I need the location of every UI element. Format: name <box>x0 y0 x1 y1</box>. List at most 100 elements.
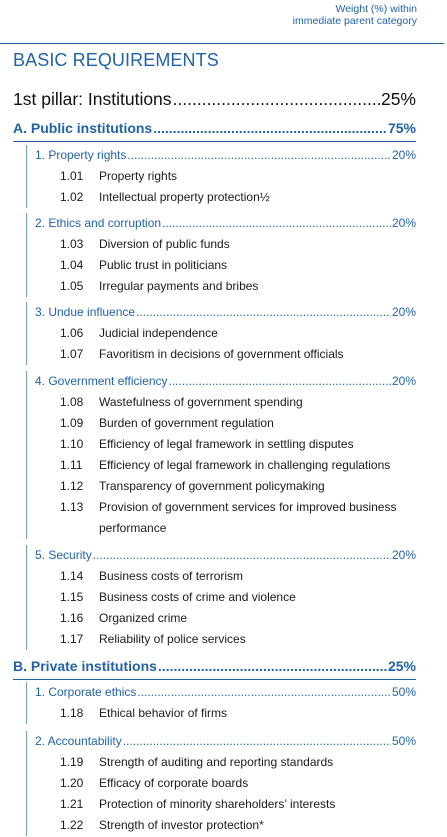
indicator-number: 1.04 <box>60 258 84 272</box>
indicator-number: 1.20 <box>60 776 84 790</box>
leader-dots <box>136 302 391 323</box>
indicator-label: Diversion of public funds <box>99 237 230 251</box>
indicator-row: 1.11 Efficiency of legal framework in cha… <box>27 455 416 476</box>
indicator-row: 1.22 Strength of investor protection* <box>27 815 416 836</box>
indicator-number: 1.10 <box>60 437 84 451</box>
subsection-ethics-corruption: 2. Ethics and corruption 20% 1.03 Diversi… <box>26 213 416 297</box>
indicator-label: Provision of government services for imp… <box>99 500 397 535</box>
subsection-label: 2. Ethics and corruption <box>35 216 162 230</box>
indicator-row: 1.07 Favoritism in decisions of governmen… <box>27 344 416 365</box>
page-title: BASIC REQUIREMENTS <box>13 50 219 70</box>
indicator-row: 1.16 Organized crime <box>27 608 416 629</box>
indicator-number: 1.21 <box>60 797 84 811</box>
indicator-number: 1.05 <box>60 279 84 293</box>
weight-header-line-2: immediate parent category <box>292 15 417 27</box>
indicator-label: Strength of auditing and reporting stand… <box>99 755 334 769</box>
indicator-row: 1.14 Business costs of terrorism <box>27 566 416 587</box>
pillar-label: 1st pillar: Institutions <box>13 89 172 109</box>
leader-dots <box>162 213 391 234</box>
indicator-row: 1.20 Efficacy of corporate boards <box>27 773 416 794</box>
leader-dots <box>127 145 391 166</box>
indicator-number: 1.11 <box>60 458 83 472</box>
indicator-row: 1.05 Irregular payments and bribes <box>27 276 416 297</box>
indicator-number: 1.17 <box>60 632 84 646</box>
indicator-number: 1.02 <box>60 190 84 204</box>
leader-dots <box>93 545 391 566</box>
pillar-weight: 25% <box>380 89 416 109</box>
indicator-label: Business costs of crime and violence <box>99 590 296 604</box>
subsection-heading: 3. Undue influence 20% <box>27 302 416 323</box>
indicator-label: Protection of minority shareholders’ int… <box>99 797 336 811</box>
indicator-row: 1.13 Provision of government services for… <box>27 497 416 539</box>
subsection-accountability: 2. Accountability 50% 1.19 Strength of au… <box>26 731 416 836</box>
indicator-label: Intellectual property protection½ <box>99 190 270 204</box>
indicator-row: 1.03 Diversion of public funds <box>27 234 416 255</box>
indicator-row: 1.15 Business costs of crime and violence <box>27 587 416 608</box>
section-heading-private: B. Private institutions 25% <box>13 658 416 674</box>
indicator-number: 1.09 <box>60 416 84 430</box>
subsection-heading: 2. Accountability 50% <box>27 731 416 752</box>
indicator-number: 1.01 <box>60 169 84 183</box>
indicator-number: 1.15 <box>60 590 84 604</box>
section-label: B. Private institutions <box>13 658 157 674</box>
header-divider <box>0 43 444 44</box>
indicator-row: 1.12 Transparency of government policymak… <box>27 476 416 497</box>
weight-header-line-1: Weight (%) within <box>335 3 418 15</box>
indicator-row: 1.08 Wastefulness of government spending <box>27 392 416 413</box>
subsection-label: 4. Government efficiency <box>35 374 168 388</box>
subsection-label: 5. Security <box>35 548 92 562</box>
indicator-label: Judicial independence <box>99 326 218 340</box>
indicator-label: Strength of investor protection* <box>99 818 264 832</box>
subsection-label: 2. Accountability <box>35 734 122 748</box>
indicator-label: Organized crime <box>99 611 188 625</box>
subsection-security: 5. Security 20% 1.14 Business costs of te… <box>26 545 416 650</box>
section-divider <box>13 141 416 142</box>
weight-column-header: Weight (%) within immediate parent categ… <box>293 3 417 27</box>
indicator-number: 1.08 <box>60 395 84 409</box>
indicator-number: 1.22 <box>60 818 84 832</box>
subsection-heading: 2. Ethics and corruption 20% <box>27 213 416 234</box>
indicator-label: Transparency of government policymaking <box>99 479 325 493</box>
indicator-number: 1.13 <box>60 500 84 514</box>
indicator-number: 1.07 <box>60 347 84 361</box>
subsection-weight: 20% <box>391 305 416 319</box>
leader-dots <box>153 120 387 136</box>
subsection-weight: 50% <box>391 685 416 699</box>
indicator-row: 1.01 Property rights <box>27 166 416 187</box>
section-weight: 25% <box>387 658 416 674</box>
indicator-label: Favoritism in decisions of government of… <box>99 347 344 361</box>
indicator-row: 1.06 Judicial independence <box>27 323 416 344</box>
indicator-number: 1.14 <box>60 569 84 583</box>
indicator-label: Burden of government regulation <box>99 416 274 430</box>
indicator-number: 1.03 <box>60 237 84 251</box>
leader-dots <box>137 682 391 703</box>
indicator-label: Ethical behavior of firms <box>99 706 228 720</box>
indicator-row: 1.02 Intellectual property protection½ <box>27 187 416 208</box>
subsection-weight: 20% <box>391 374 416 388</box>
subsection-heading: 5. Security 20% <box>27 545 416 566</box>
indicator-row: 1.04 Public trust in politicians <box>27 255 416 276</box>
subsection-weight: 50% <box>391 734 416 748</box>
indicator-number: 1.06 <box>60 326 84 340</box>
indicator-label: Efficiency of legal framework in challen… <box>99 458 391 472</box>
pillar-heading: 1st pillar: Institutions 25% <box>13 89 416 110</box>
section-heading-public: A. Public institutions 75% <box>13 120 416 136</box>
indicator-label: Wastefulness of government spending <box>99 395 303 409</box>
indicator-row: 1.21 Protection of minority shareholders’… <box>27 794 416 815</box>
subsection-weight: 20% <box>391 148 416 162</box>
indicator-row: 1.10 Efficiency of legal framework in set… <box>27 434 416 455</box>
subsection-heading: 1. Property rights 20% <box>27 145 416 166</box>
subsection-undue-influence: 3. Undue influence 20% 1.06 Judicial inde… <box>26 302 416 365</box>
subsection-property-rights: 1. Property rights 20% 1.01 Property righ… <box>26 145 416 208</box>
indicator-label: Irregular payments and bribes <box>99 279 259 293</box>
indicator-label: Property rights <box>99 169 178 183</box>
indicator-number: 1.19 <box>60 755 84 769</box>
indicator-row: 1.18 Ethical behavior of firms <box>27 703 416 724</box>
subsection-label: 1. Corporate ethics <box>35 685 137 699</box>
subsection-weight: 20% <box>391 548 416 562</box>
indicator-label: Business costs of terrorism <box>99 569 244 583</box>
indicator-label: Public trust in politicians <box>99 258 228 272</box>
indicator-row: 1.17 Reliability of police services <box>27 629 416 650</box>
subsection-weight: 20% <box>391 216 416 230</box>
leader-dots <box>169 371 391 392</box>
